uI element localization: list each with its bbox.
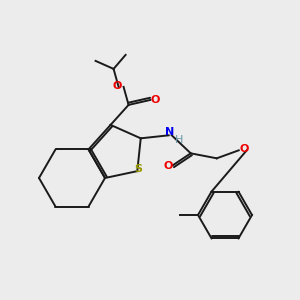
Text: O: O (113, 81, 122, 91)
Text: N: N (165, 127, 174, 137)
Text: H: H (175, 135, 183, 145)
Text: S: S (134, 164, 142, 174)
Text: O: O (239, 144, 248, 154)
Text: O: O (163, 161, 172, 171)
Text: O: O (151, 95, 160, 105)
